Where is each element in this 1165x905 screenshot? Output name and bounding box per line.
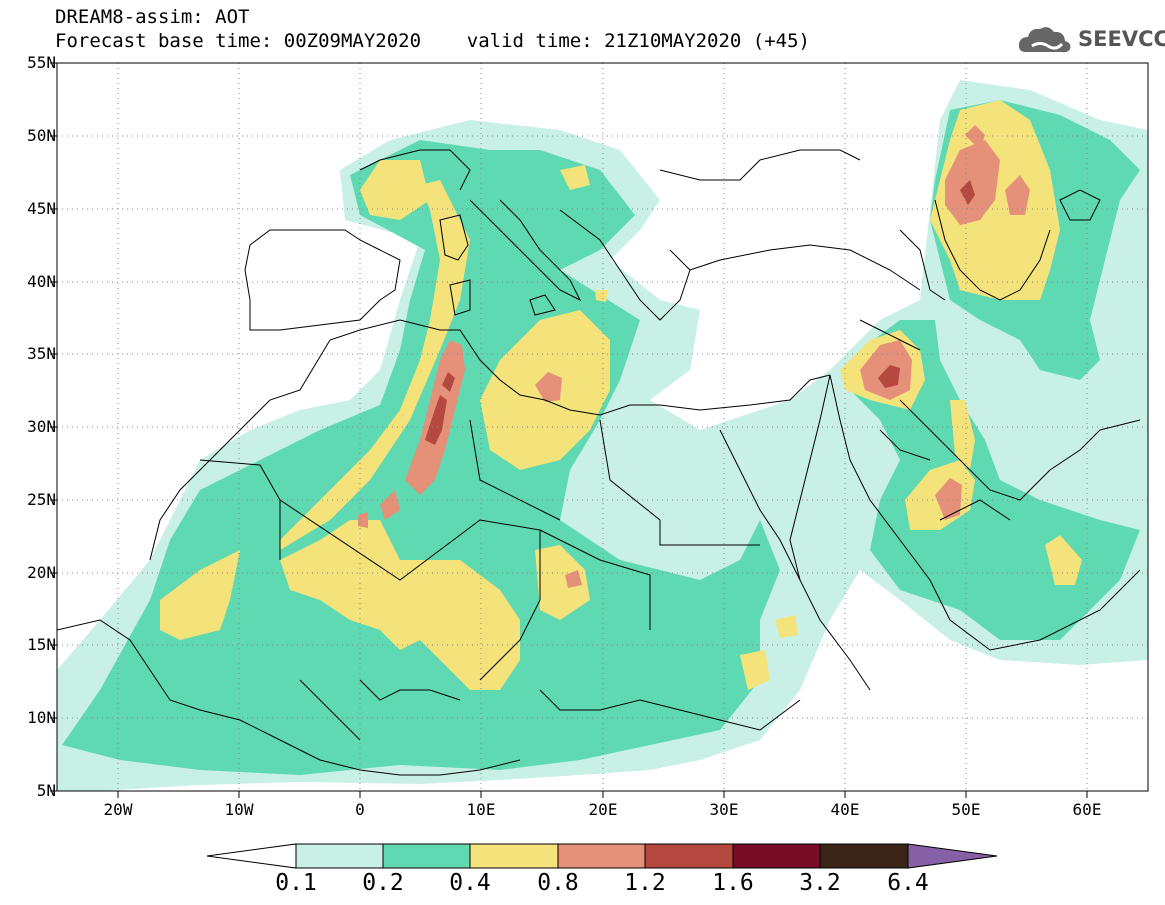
aot-level-1.2 bbox=[425, 180, 975, 445]
lon-label: 20W bbox=[103, 800, 133, 819]
lon-label: 50E bbox=[951, 800, 981, 819]
logo-text: SEEVCCC bbox=[1078, 27, 1165, 51]
colorbar-label: 6.4 bbox=[887, 870, 929, 896]
colorbar-label: 0.2 bbox=[362, 870, 404, 896]
lon-label: 20E bbox=[588, 800, 618, 819]
colorbar-swatch-0.4-0.8 bbox=[469, 843, 559, 869]
lat-label: 50N bbox=[27, 126, 56, 145]
forecast-time-line: Forecast base time: 00Z09MAY2020 valid t… bbox=[55, 30, 810, 52]
seevccc-logo: SEEVCCC bbox=[1016, 22, 1165, 58]
lon-label: 40E bbox=[830, 800, 860, 819]
lon-label: 60E bbox=[1072, 800, 1102, 819]
colorbar-label: 0.1 bbox=[275, 870, 317, 896]
lat-label: 40N bbox=[27, 272, 56, 291]
lon-label: 10W bbox=[224, 800, 254, 819]
colorbar-label: 3.2 bbox=[799, 870, 841, 896]
coastlines bbox=[57, 149, 1141, 776]
lat-label: 45N bbox=[27, 199, 56, 218]
colorbar-swatch-0.1-0.2 bbox=[295, 843, 384, 869]
axis-ticks bbox=[50, 62, 1088, 798]
lat-label: 30N bbox=[27, 417, 56, 436]
lon-label: 0 bbox=[355, 800, 365, 819]
lat-label: 10N bbox=[27, 708, 56, 727]
lat-label: 20N bbox=[27, 563, 56, 582]
lon-label: 30E bbox=[709, 800, 739, 819]
lat-label: 35N bbox=[27, 344, 56, 363]
map-title: DREAM8-assim: AOT bbox=[55, 6, 250, 28]
lat-label: 5N bbox=[36, 781, 56, 800]
colorbar-over-arrow bbox=[907, 843, 998, 869]
lat-label: 55N bbox=[27, 53, 56, 72]
graticule bbox=[57, 63, 1148, 791]
colorbar-swatch-0.2-0.4 bbox=[382, 843, 471, 869]
colorbar-label: 0.4 bbox=[449, 870, 491, 896]
colorbar-swatch-3.2-6.4 bbox=[819, 843, 909, 869]
cloud-icon bbox=[1018, 27, 1071, 53]
lat-label: 15N bbox=[27, 635, 56, 654]
colorbar-swatch-1.6-3.2 bbox=[732, 843, 821, 869]
lat-label: 25N bbox=[27, 490, 56, 509]
lon-label: 10E bbox=[466, 800, 496, 819]
colorbar-label: 1.2 bbox=[624, 870, 666, 896]
colorbar-label: 1.6 bbox=[712, 870, 754, 896]
colorbar bbox=[206, 843, 998, 869]
colorbar-under-arrow bbox=[206, 843, 297, 869]
colorbar-swatch-1.2-1.6 bbox=[644, 843, 734, 869]
colorbar-label: 0.8 bbox=[537, 870, 579, 896]
colorbar-swatch-0.8-1.2 bbox=[557, 843, 646, 869]
